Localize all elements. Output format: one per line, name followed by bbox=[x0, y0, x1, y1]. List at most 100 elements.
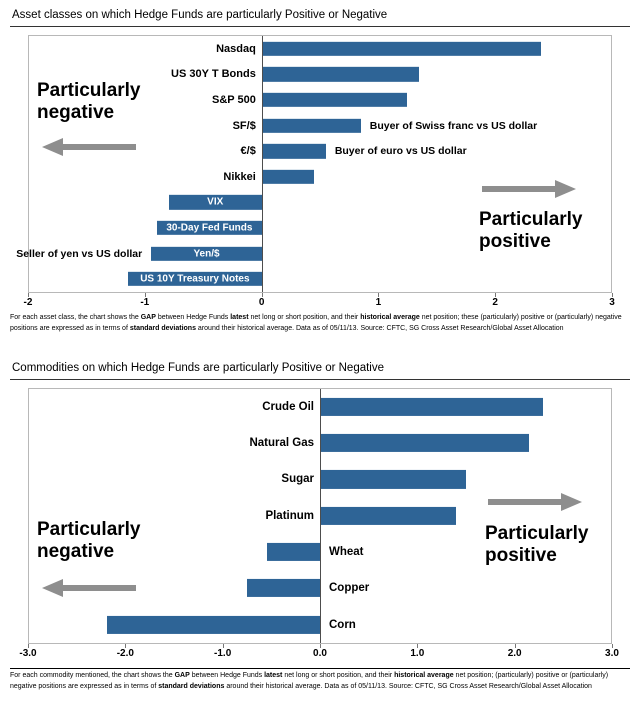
bar-label-corn: Corn bbox=[329, 618, 356, 631]
commodities-plot: Crude Oil Natural Gas Sugar Platinum Wheat Co… bbox=[28, 387, 612, 644]
footnote-bold-text: standard deviations bbox=[129, 324, 196, 332]
particularly-negative-annotation: Particularly negative bbox=[37, 519, 169, 599]
left-arrow-icon bbox=[42, 138, 136, 157]
bar-label-s-p-500: S&P 500 bbox=[211, 93, 256, 106]
bar-us-10y-treasury-notes bbox=[127, 271, 262, 287]
bar-rows-container: Crude Oil Natural Gas Sugar Platinum Wheat Co… bbox=[29, 389, 611, 643]
footnote-text: net long or short position, and their bbox=[282, 671, 395, 679]
bar-annotation-yen: Seller of yen vs US dollar bbox=[16, 247, 143, 260]
bar-row-us-30y-t-bonds: US 30Y T Bonds bbox=[29, 62, 611, 88]
x-tick-label: 0 bbox=[258, 297, 265, 308]
x-tick-mark bbox=[612, 293, 613, 297]
bar-label-crude-oil: Crude Oil bbox=[262, 400, 314, 413]
bar-row-nikkei: Nikkei bbox=[29, 164, 611, 190]
particularly-positive-annotation: Particularly positive bbox=[485, 491, 617, 567]
footnote-bold-text: historical average bbox=[394, 671, 454, 679]
right-arrow-icon bbox=[488, 492, 582, 511]
bar-label-sf: SF/$ bbox=[232, 119, 256, 132]
bar-us-30y-t-bonds bbox=[261, 67, 419, 82]
bar-label-us-10y-treasury-notes: US 10Y Treasury Notes bbox=[140, 273, 250, 285]
bar-row-30-day-fed-funds: 30-Day Fed Funds bbox=[29, 215, 611, 241]
bar-row-sf: SF/$ Buyer of Swiss franc vs US dollar bbox=[29, 113, 611, 139]
bar-row-yen: Yen/$ Seller of yen vs US dollar bbox=[16, 241, 611, 267]
bar-natural-gas bbox=[320, 434, 529, 453]
footnote-asset-classes: For each asset class, the chart shows th… bbox=[10, 313, 630, 335]
bar-vix bbox=[168, 195, 262, 210]
footnote-text: For each asset class, the chart shows th… bbox=[10, 314, 141, 321]
bar-label-nasdaq: Nasdaq bbox=[216, 42, 256, 55]
bar-row-natural-gas: Natural Gas bbox=[29, 425, 611, 461]
bar-row-corn: Corn bbox=[29, 606, 611, 642]
asset-classes-plot: Nasdaq US 30Y T Bonds S&P 500 SF/$ Buyer of … bbox=[16, 35, 612, 293]
asset-classes-section: Asset classes on which Hedge Funds are p… bbox=[10, 8, 630, 335]
x-tick-mark bbox=[417, 643, 419, 648]
bar-row-vix: VIX bbox=[29, 190, 611, 216]
bar-row-s-p-500: S&P 500 bbox=[29, 87, 611, 113]
x-tick-label: -2.0 bbox=[116, 647, 134, 659]
commodities-section: Commodities on which Hedge Funds are par… bbox=[10, 361, 630, 693]
particularly-positive-annotation: Particularly positive bbox=[479, 178, 611, 253]
x-tick-mark bbox=[28, 643, 29, 648]
x-tick-label: 1 bbox=[375, 297, 382, 308]
x-tick-mark bbox=[320, 643, 321, 648]
particularly-negative-label: Particularly negative bbox=[37, 518, 141, 562]
x-tick-mark bbox=[125, 643, 127, 648]
footnote-text: between Hedge Funds bbox=[189, 671, 265, 679]
footnote-text: around their historical average. Data as… bbox=[224, 682, 592, 690]
bar-crude-oil bbox=[320, 397, 544, 416]
x-axis-asset-classes: -2 -1 0 1 2 3 bbox=[24, 293, 615, 309]
x-tick-label: -1 bbox=[140, 297, 150, 308]
bar-row-nasdaq: Nasdaq bbox=[29, 36, 611, 62]
right-arrow-icon bbox=[482, 180, 576, 198]
bar-label-platinum: Platinum bbox=[265, 509, 314, 522]
footnote-commodities: For each commodity mentioned, the chart … bbox=[10, 671, 630, 693]
bar-wheat bbox=[266, 542, 320, 562]
footnote-bold-text: latest bbox=[264, 671, 283, 679]
bar-nasdaq bbox=[261, 41, 542, 56]
bar-row-wheat: Wheat bbox=[29, 534, 611, 570]
x-tick-mark bbox=[378, 293, 380, 297]
footnote-bold-text: GAP bbox=[174, 671, 190, 679]
bar-label-yen: Yen/$ bbox=[193, 248, 220, 260]
bar-label-copper: Copper bbox=[329, 582, 370, 595]
particularly-positive-label: Particularly positive bbox=[485, 522, 589, 566]
bar-30-day-fed-funds bbox=[157, 220, 262, 236]
left-arrow-icon bbox=[42, 578, 136, 597]
section-divider-space bbox=[10, 335, 630, 361]
x-tick-mark bbox=[261, 293, 263, 297]
x-tick-label: 2 bbox=[492, 297, 498, 308]
x-tick-label: 2.0 bbox=[507, 647, 522, 659]
bar-annotation-sf: Buyer of Swiss franc vs US dollar bbox=[369, 119, 538, 132]
footnote-text: net position; these (particularly) posit… bbox=[10, 314, 622, 332]
zero-axis-line bbox=[320, 388, 321, 643]
bar-platinum bbox=[320, 506, 456, 525]
x-tick-label: 1.0 bbox=[410, 647, 425, 659]
bar-sugar bbox=[320, 470, 466, 489]
x-tick-mark bbox=[612, 643, 613, 648]
particularly-positive-label: Particularly positive bbox=[479, 209, 583, 253]
bar-label-sugar: Sugar bbox=[281, 473, 314, 486]
chart-title-asset-classes: Asset classes on which Hedge Funds are p… bbox=[10, 8, 630, 27]
bar-row-copper: Copper bbox=[29, 570, 611, 606]
bar-annotation-item-4: Buyer of euro vs US dollar bbox=[334, 145, 467, 158]
x-tick-label: -2 bbox=[23, 297, 33, 308]
particularly-negative-annotation: Particularly negative bbox=[37, 80, 169, 158]
bar-nikkei bbox=[261, 169, 315, 184]
bar-row-platinum: Platinum bbox=[29, 498, 611, 534]
bar-label-30-day-fed-funds: 30-Day Fed Funds bbox=[166, 222, 253, 234]
x-tick-mark bbox=[144, 293, 146, 297]
x-tick-mark bbox=[495, 293, 497, 297]
chart-title-commodities: Commodities on which Hedge Funds are par… bbox=[10, 361, 630, 380]
footnote-bold-text: latest bbox=[230, 314, 249, 321]
bar-row-crude-oil: Crude Oil bbox=[29, 389, 611, 425]
x-axis-commodities: -3.0 -2.0 -1.0 0.0 1.0 2.0 3.0 bbox=[19, 643, 619, 660]
bar-label-vix: VIX bbox=[207, 196, 224, 208]
bottom-rule bbox=[10, 667, 630, 669]
footnote-bold-text: standard deviations bbox=[158, 682, 225, 690]
x-tick-label: 0.0 bbox=[313, 647, 327, 659]
x-tick-mark bbox=[222, 643, 224, 648]
footnote-text: net position; (particularly) positive or… bbox=[10, 671, 609, 690]
bar-label-wheat: Wheat bbox=[329, 545, 364, 558]
bar-sf bbox=[261, 118, 361, 133]
